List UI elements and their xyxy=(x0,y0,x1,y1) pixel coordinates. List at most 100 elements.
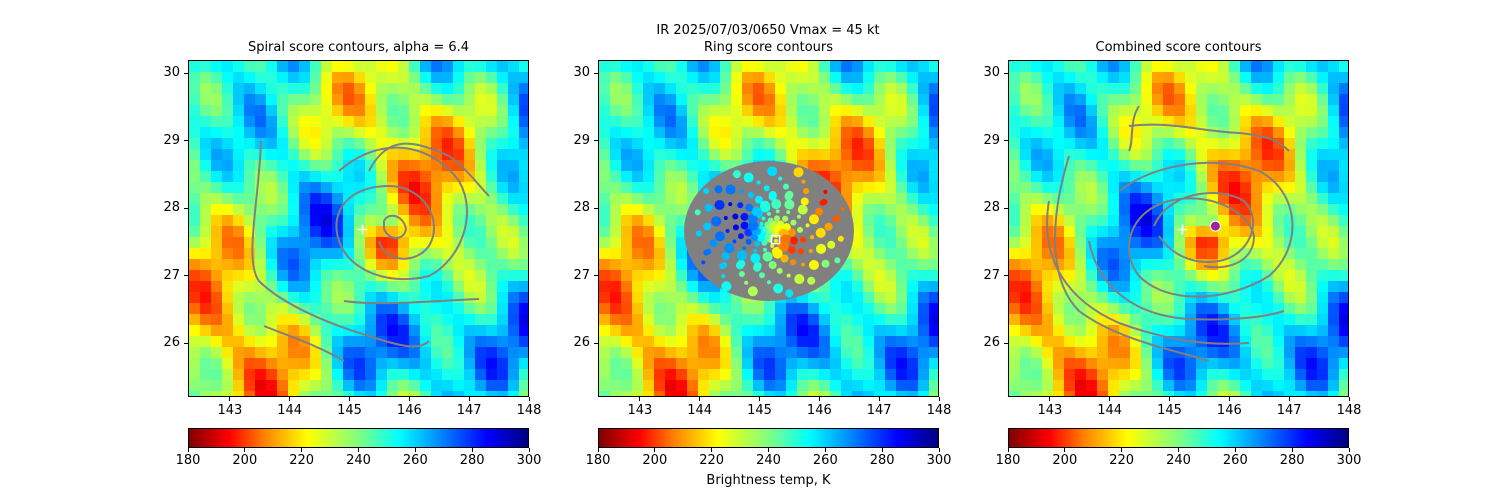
heat-cell xyxy=(1152,127,1164,139)
heat-cell xyxy=(1317,138,1329,150)
heat-cell xyxy=(1097,391,1109,396)
heat-cell xyxy=(731,347,743,359)
heat-cell xyxy=(420,160,432,172)
heat-cell xyxy=(819,105,831,117)
heat-cell xyxy=(896,94,908,106)
heat-cell xyxy=(753,325,765,337)
heat-cell xyxy=(1273,160,1285,172)
heat-cell xyxy=(1207,171,1219,183)
colorbar-tick-mark xyxy=(244,448,246,452)
heat-cell xyxy=(1141,281,1153,293)
heat-cell xyxy=(332,138,344,150)
heat-cell xyxy=(365,259,377,271)
heat-cell xyxy=(431,314,443,326)
heat-cell xyxy=(1284,347,1296,359)
heat-cell xyxy=(907,171,919,183)
heat-cell xyxy=(643,138,655,150)
heat-cell xyxy=(786,380,798,392)
heat-cell xyxy=(676,347,688,359)
heat-cell xyxy=(321,105,333,117)
heat-cell xyxy=(1196,226,1208,238)
heat-cell xyxy=(632,116,644,128)
heat-cell xyxy=(1064,116,1076,128)
heat-cell xyxy=(1053,281,1065,293)
heat-cell xyxy=(610,204,622,216)
ring-speckle xyxy=(732,239,737,244)
heat-cell xyxy=(321,94,333,106)
heat-cell xyxy=(676,94,688,106)
heat-cell xyxy=(409,160,421,172)
heat-cell xyxy=(698,72,710,84)
heat-cell xyxy=(896,314,908,326)
heat-cell xyxy=(288,116,300,128)
heat-cell xyxy=(189,105,201,117)
heat-cell xyxy=(1163,83,1175,95)
heat-cell xyxy=(332,380,344,392)
heat-cell xyxy=(797,303,809,315)
heat-cell xyxy=(1240,160,1252,172)
heat-cell xyxy=(244,237,256,249)
heat-cell xyxy=(442,226,454,238)
heat-cell xyxy=(1240,127,1252,139)
heat-cell xyxy=(266,314,278,326)
heat-cell xyxy=(1108,171,1120,183)
heat-cell xyxy=(453,248,465,260)
heat-cell xyxy=(354,138,366,150)
heat-cell xyxy=(431,204,443,216)
heat-cell xyxy=(266,94,278,106)
y-tick-label: 29 xyxy=(163,132,180,148)
heat-cell xyxy=(753,127,765,139)
heat-cell xyxy=(453,116,465,128)
heat-cell xyxy=(299,369,311,381)
heat-cell xyxy=(885,127,897,139)
heat-cell xyxy=(1141,336,1153,348)
heat-cell xyxy=(277,281,289,293)
heat-cell xyxy=(1130,171,1142,183)
heat-cell xyxy=(1163,116,1175,128)
heat-cell xyxy=(453,160,465,172)
colorbar-tick-label: 260 xyxy=(402,453,428,468)
heat-cell xyxy=(1009,149,1021,161)
ring-speckle xyxy=(753,248,758,253)
heat-cell xyxy=(764,314,776,326)
heat-cell xyxy=(376,160,388,172)
heat-cell xyxy=(211,380,223,392)
heat-cell xyxy=(1207,83,1219,95)
ring-speckle xyxy=(728,202,733,207)
heat-cell xyxy=(343,61,355,73)
heat-cell xyxy=(508,182,520,194)
heat-cell xyxy=(1229,193,1241,205)
heat-cell xyxy=(332,292,344,304)
heat-cell xyxy=(1141,226,1153,238)
heat-cell xyxy=(687,303,699,315)
heat-cell xyxy=(764,358,776,370)
heat-cell xyxy=(665,138,677,150)
heat-cell xyxy=(1009,182,1021,194)
heat-cell xyxy=(654,380,666,392)
heat-cell xyxy=(1075,149,1087,161)
heat-cell xyxy=(1130,369,1142,381)
heat-cell xyxy=(786,303,798,315)
heat-cell xyxy=(874,105,886,117)
heat-cell xyxy=(189,369,201,381)
heat-cell xyxy=(1097,193,1109,205)
heat-cell xyxy=(1229,116,1241,128)
heat-cell xyxy=(354,116,366,128)
heat-cell xyxy=(863,215,875,227)
heat-cell xyxy=(1273,94,1285,106)
heat-cell xyxy=(1086,171,1098,183)
heat-cell xyxy=(299,391,311,396)
heat-cell xyxy=(775,336,787,348)
heat-cell xyxy=(1152,149,1164,161)
heat-cell xyxy=(841,369,853,381)
heat-cell xyxy=(918,105,930,117)
heat-cell xyxy=(244,347,256,359)
heat-cell xyxy=(1273,248,1285,260)
heat-cell xyxy=(1130,215,1142,227)
heat-cell xyxy=(874,226,886,238)
x-tick-mark xyxy=(1109,397,1111,401)
heat-cell xyxy=(1339,226,1348,238)
ring-speckle xyxy=(747,192,754,199)
heat-cell xyxy=(1273,281,1285,293)
heat-cell xyxy=(808,138,820,150)
